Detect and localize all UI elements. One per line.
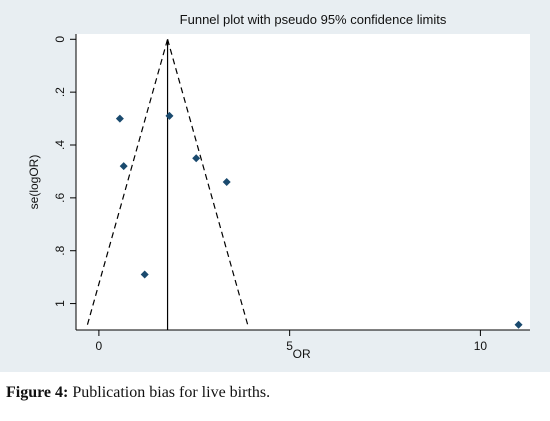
x-tick-label: 5 (286, 339, 293, 353)
funnel-plot: Funnel plot with pseudo 95% confidence l… (0, 0, 550, 372)
y-tick-label: 1 (53, 300, 67, 307)
study-point (192, 154, 201, 163)
study-point (115, 114, 124, 123)
study-point (222, 178, 231, 186)
x-tick-label: 0 (96, 339, 103, 353)
figure-caption: Figure 4: Publication bias for live birt… (6, 384, 270, 402)
caption-label: Figure 4: (6, 384, 69, 401)
caption-text: Publication bias for live births. (68, 384, 271, 401)
study-point (119, 162, 128, 171)
x-tick-label: 10 (474, 339, 488, 353)
x-axis-label: OR (293, 347, 311, 361)
chart-title: Funnel plot with pseudo 95% confidence l… (180, 12, 447, 27)
y-tick-label: 0 (53, 36, 67, 43)
y-tick-label: .8 (53, 245, 67, 255)
y-tick-label: .4 (53, 140, 67, 150)
y-axis-label: se(logOR) (27, 155, 41, 210)
y-tick-label: .6 (53, 193, 67, 203)
study-point (165, 111, 174, 120)
study-point (140, 270, 149, 279)
figure-panel: Funnel plot with pseudo 95% confidence l… (0, 0, 550, 372)
study-point (514, 320, 523, 329)
y-tick-label: .2 (53, 87, 67, 97)
plot-area (76, 34, 530, 330)
